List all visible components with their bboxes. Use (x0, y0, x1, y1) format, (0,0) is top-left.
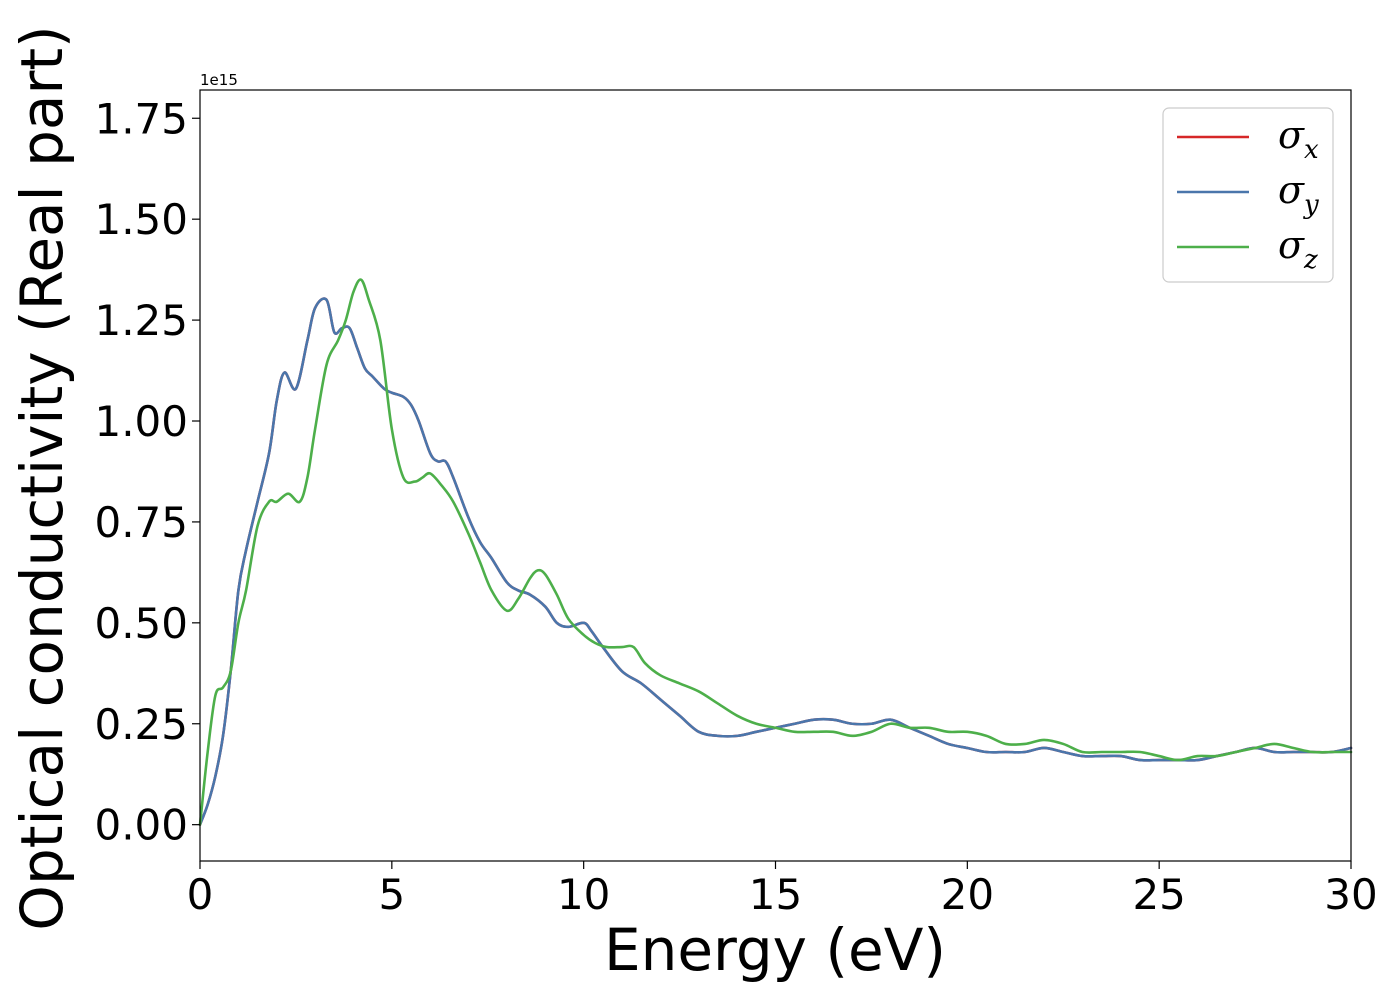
legend-box (1162, 107, 1334, 283)
x-axis-ticks: 0 5 10 15 20 25 30 (187, 861, 1378, 919)
plot-area (200, 90, 1351, 861)
legend-label-y: σy (1278, 168, 1319, 220)
x-tick-label: 10 (557, 870, 610, 919)
series-line-z (198, 278, 1353, 826)
y-tick-label: 0.00 (94, 801, 188, 850)
series-layer (198, 278, 1353, 826)
x-tick-label: 15 (749, 870, 802, 919)
y-tick-label: 1.25 (94, 296, 188, 345)
legend-label-z: σz (1278, 223, 1318, 275)
legend-label-x: σx (1278, 113, 1319, 165)
y-axis-label: Optical conductivity (Real part) (8, 25, 76, 930)
x-tick-label: 5 (378, 870, 405, 919)
y-tick-label: 1.50 (94, 195, 188, 244)
x-tick-label: 30 (1324, 870, 1377, 919)
y-offset-label: 1e15 (200, 71, 238, 89)
x-tick-label: 20 (941, 870, 994, 919)
x-tick-label: 25 (1132, 870, 1185, 919)
y-axis-ticks: 0.00 0.25 0.50 0.75 1.00 1.25 1.50 1.75 (94, 94, 200, 850)
y-tick-label: 0.25 (94, 700, 188, 749)
x-axis-label: Energy (eV) (604, 916, 946, 984)
series-line-y (198, 297, 1353, 826)
x-tick-label: 0 (187, 870, 214, 919)
y-tick-label: 1.00 (94, 397, 188, 446)
y-tick-label: 0.75 (94, 498, 188, 547)
y-tick-label: 0.50 (94, 599, 188, 648)
y-tick-label: 1.75 (94, 94, 188, 143)
